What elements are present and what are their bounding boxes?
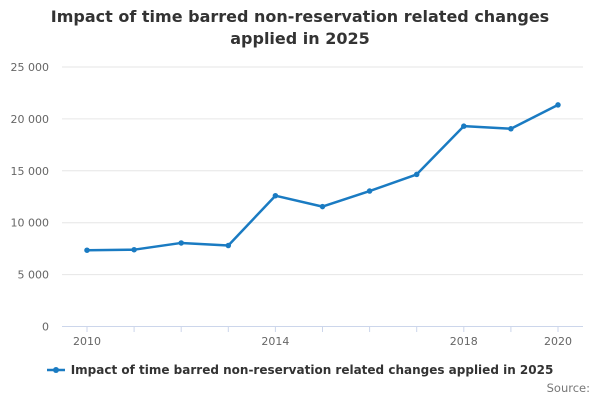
x-axis-label: 2010: [73, 335, 101, 348]
chart-title: Impact of time barred non-reservation re…: [0, 6, 600, 50]
y-axis-label: 10 000: [11, 217, 50, 230]
legend-series-marker-icon: [46, 367, 65, 373]
data-point-marker: [178, 240, 184, 246]
data-point-marker: [508, 126, 514, 132]
data-point-marker: [319, 203, 326, 210]
data-point-marker: [555, 102, 561, 108]
x-axis-label: 2018: [450, 335, 478, 348]
data-point-marker: [84, 247, 90, 253]
chart-title-text: Impact of time barred non-reservation re…: [50, 7, 550, 49]
legend-dot-icon: [52, 367, 59, 373]
y-axis-label: 15 000: [11, 165, 50, 178]
y-axis-label: 25 000: [11, 61, 50, 74]
data-point-marker: [413, 171, 420, 178]
y-axis-label: 20 000: [11, 113, 50, 126]
y-axis-label: 0: [42, 321, 49, 334]
y-axis-label: 5 000: [18, 269, 50, 282]
x-axis-label: 2020: [544, 335, 572, 348]
series-line: [85, 103, 560, 252]
data-point-marker: [461, 123, 467, 129]
source-credit: Source:: [546, 381, 590, 395]
x-axis-label: 2014: [261, 335, 289, 348]
legend-label[interactable]: Impact of time barred non-reservation re…: [70, 363, 554, 377]
legend[interactable]: Impact of time barred non-reservation re…: [0, 363, 600, 377]
data-point-marker: [225, 242, 232, 249]
data-point-marker: [131, 246, 137, 253]
data-point-marker: [272, 192, 279, 199]
data-point-marker: [366, 188, 373, 194]
